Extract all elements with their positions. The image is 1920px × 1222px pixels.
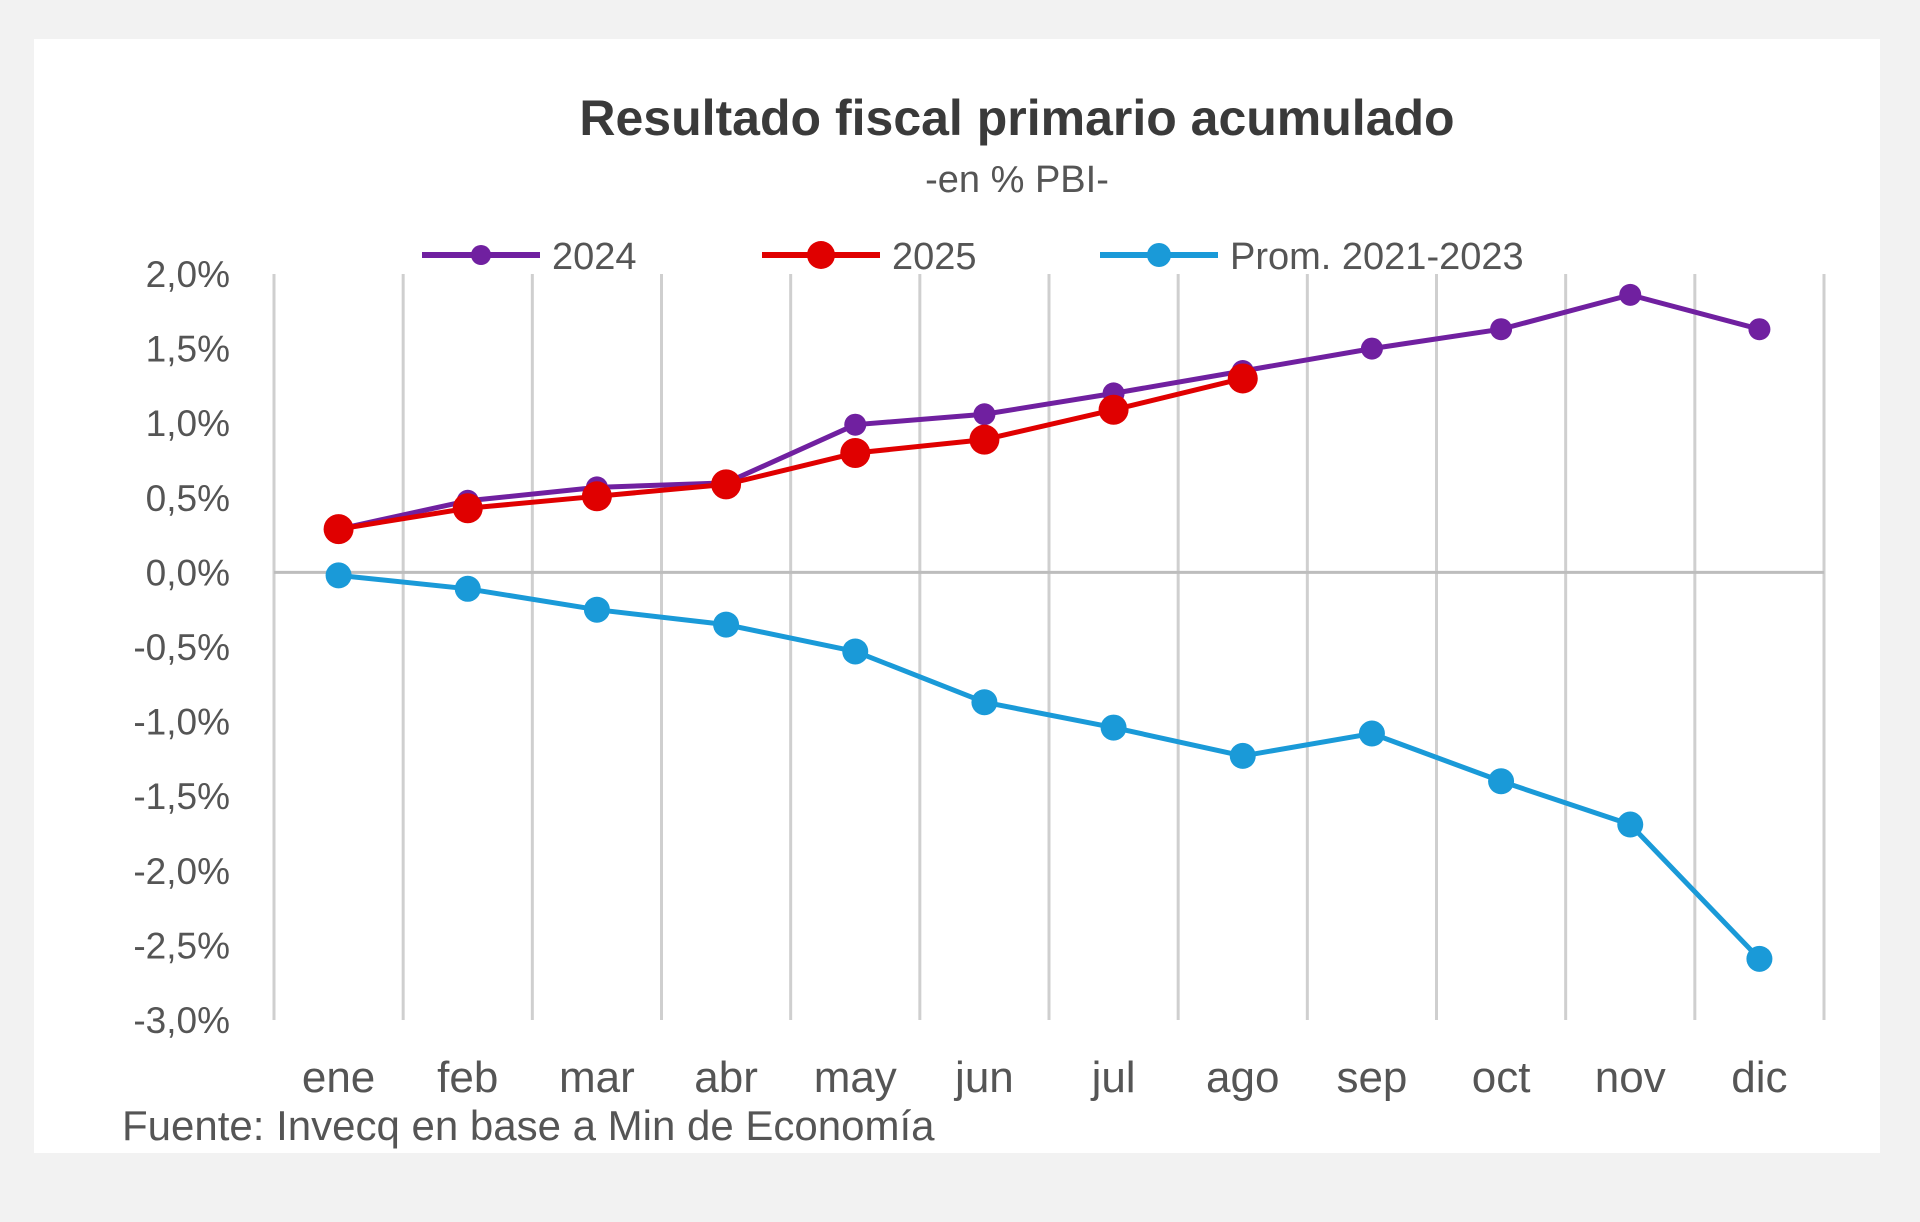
data-point (842, 638, 869, 665)
legend-label: Prom. 2021-2023 (1230, 236, 1524, 278)
data-point (1746, 945, 1773, 972)
data-point (1098, 394, 1129, 425)
x-tick-label: jun (953, 1053, 1014, 1102)
data-point (1229, 742, 1256, 769)
y-tick-label: -2,0% (133, 851, 230, 892)
x-tick-label: nov (1595, 1053, 1666, 1102)
data-point (713, 611, 740, 638)
y-tick-label: 2,0% (146, 254, 230, 295)
series-line-2024 (338, 292, 1761, 532)
legend-marker (1147, 243, 1171, 267)
x-tick-label: sep (1336, 1053, 1407, 1102)
data-point (969, 424, 1000, 455)
data-point (581, 481, 612, 512)
data-point (1488, 768, 1515, 795)
series-line-prom-2021-2023 (338, 572, 1762, 961)
y-tick-label: 1,5% (146, 329, 230, 370)
source-note: Fuente: Invecq en base a Min de Economía (122, 1102, 935, 1149)
data-point (325, 562, 352, 589)
y-tick-label: -1,0% (133, 702, 230, 743)
x-tick-label: may (814, 1053, 897, 1102)
data-point (452, 493, 483, 524)
data-point (323, 514, 354, 545)
data-point (973, 403, 996, 426)
chart-title: Resultado fiscal primario acumulado (579, 90, 1454, 146)
data-point (1490, 318, 1513, 341)
chart-subtitle: -en % PBI- (925, 159, 1109, 201)
data-point (711, 469, 742, 500)
legend-label: 2024 (552, 236, 637, 278)
data-point (1227, 363, 1258, 394)
x-tick-label: jul (1090, 1053, 1136, 1102)
x-tick-label: abr (694, 1053, 758, 1102)
data-point (454, 575, 481, 602)
y-tick-label: -3,0% (133, 1000, 230, 1041)
data-point (844, 413, 867, 436)
y-tick-label: 0,5% (146, 478, 230, 519)
legend-marker (471, 245, 491, 265)
data-point (1617, 811, 1644, 838)
x-tick-label: dic (1731, 1053, 1787, 1102)
chart-card (34, 39, 1880, 1153)
y-tick-label: 1,0% (146, 403, 230, 444)
x-tick-label: oct (1472, 1053, 1531, 1102)
x-tick-label: ago (1206, 1053, 1279, 1102)
data-point (971, 689, 998, 716)
x-tick-label: mar (559, 1053, 635, 1102)
legend-label: 2025 (892, 236, 977, 278)
series-line-2025 (338, 376, 1244, 532)
x-tick-label: feb (437, 1053, 498, 1102)
data-point (583, 596, 610, 623)
data-point (840, 438, 871, 469)
y-tick-label: -2,5% (133, 925, 230, 966)
y-tick-label: -1,5% (133, 776, 230, 817)
data-point (1619, 283, 1642, 306)
y-tick-label: -0,5% (133, 627, 230, 668)
data-point (1360, 337, 1383, 360)
data-point (1100, 714, 1127, 741)
y-tick-label: 0,0% (146, 552, 230, 593)
legend-marker (807, 241, 835, 269)
x-tick-label: ene (302, 1053, 375, 1102)
data-point (1748, 318, 1771, 341)
data-point (1358, 720, 1385, 747)
